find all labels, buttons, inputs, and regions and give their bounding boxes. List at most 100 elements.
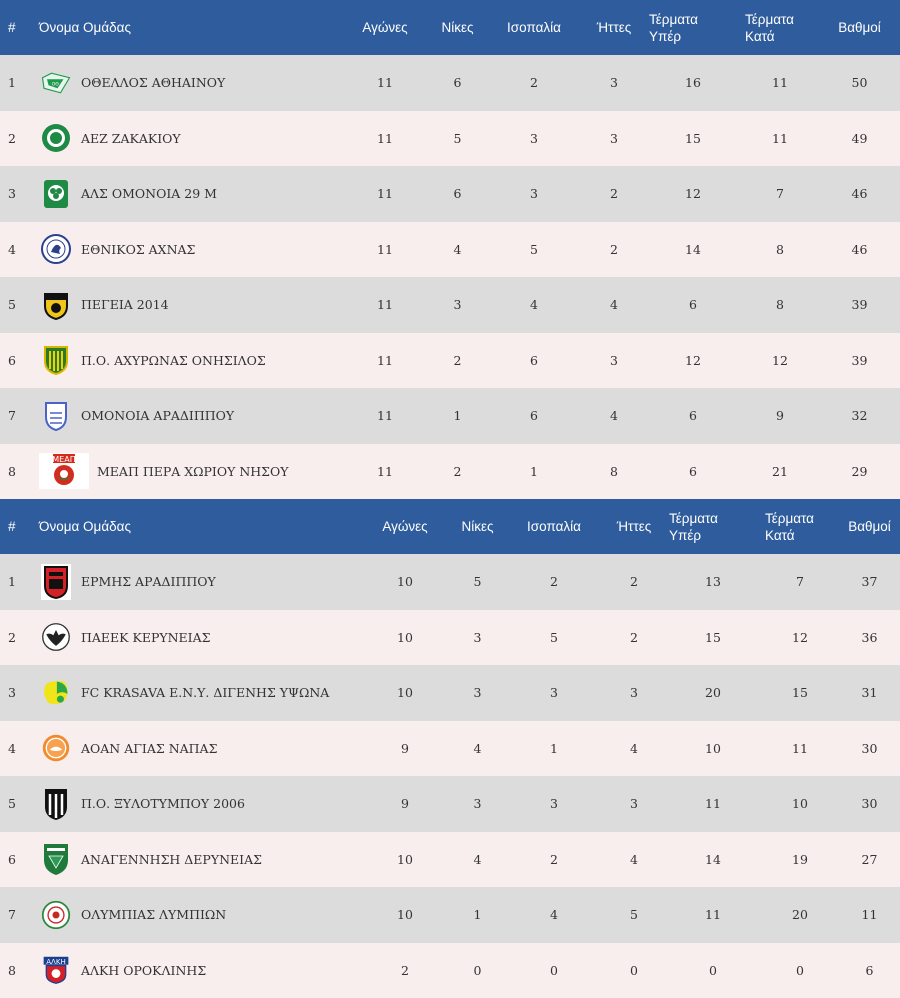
team-cell[interactable]: ΕΡΜΗΣ ΑΡΑΔΙΠΠΟΥ <box>33 554 360 610</box>
losses-cell: 2 <box>583 222 645 278</box>
losses-cell: 8 <box>583 444 645 500</box>
draws-cell: 3 <box>485 111 583 167</box>
goals-for-cell: 10 <box>665 721 761 777</box>
rank-cell: 4 <box>0 222 33 278</box>
team-cell[interactable]: ΟΛΥΜΠΙΑΣ ΛΥΜΠΙΩΝ <box>33 887 360 943</box>
wins-cell: 3 <box>450 665 505 721</box>
team-name[interactable]: ΜΕΑΠ ΠΕΡΑ ΧΩΡΙΟΥ ΝΗΣΟΥ <box>97 464 289 479</box>
goals-against-cell: 12 <box>761 610 839 666</box>
draws-cell: 3 <box>505 665 603 721</box>
team-cell[interactable]: ΠΕΓΕΙΑ 2014 <box>33 277 340 333</box>
header-wins: Νίκες <box>430 0 485 55</box>
team-cell[interactable]: Π.Ο. ΑΧΥΡΩΝΑΣ ΟΝΗΣΙΛΟΣ <box>33 333 340 389</box>
team-name[interactable]: Π.Ο. ΞΥΛΟΤΥΜΠΟΥ 2006 <box>81 796 245 811</box>
goals-against-cell: 20 <box>761 887 839 943</box>
team-cell[interactable]: ΕΘΝΙΚΟΣ ΑΧΝΑΣ <box>33 222 340 278</box>
team-name[interactable]: ΑΛΣ ΟΜΟΝΟΙΑ 29 Μ <box>81 186 217 201</box>
team-cell[interactable]: ΠΑΕΕΚ ΚΕΡΥΝΕΙΑΣ <box>33 610 360 666</box>
othellos-logo-icon: ΟΘ <box>41 68 71 98</box>
team-name[interactable]: Π.Ο. ΑΧΥΡΩΝΑΣ ΟΝΗΣΙΛΟΣ <box>81 353 266 368</box>
losses-cell: 4 <box>603 832 665 888</box>
draws-cell: 5 <box>485 222 583 278</box>
team-cell[interactable]: ΑΝΑΓΕΝΝΗΣΗ ΔΕΡΥΝΕΙΑΣ <box>33 832 360 888</box>
points-cell: 27 <box>839 832 900 888</box>
rank-cell: 8 <box>0 444 33 500</box>
team-cell[interactable]: ΟΘ ΟΘΕΛΛΟΣ ΑΘΗΑΙΝΟΥ <box>33 55 340 111</box>
wins-cell: 5 <box>430 111 485 167</box>
goals-for-cell: 14 <box>645 222 741 278</box>
team-name[interactable]: ΕΘΝΙΚΟΣ ΑΧΝΑΣ <box>81 242 195 257</box>
team-name[interactable]: ΠΕΓΕΙΑ 2014 <box>81 297 169 312</box>
rank-cell: 8 <box>0 943 33 998</box>
points-cell: 31 <box>839 665 900 721</box>
header-points: Βαθμοί <box>819 0 900 55</box>
aoan-logo-icon <box>41 733 71 763</box>
team-name[interactable]: ΟΛΥΜΠΙΑΣ ΛΥΜΠΙΩΝ <box>81 907 226 922</box>
goals-against-cell: 15 <box>761 665 839 721</box>
goals-against-cell: 19 <box>761 832 839 888</box>
played-cell: 10 <box>360 887 450 943</box>
team-cell[interactable]: FC KRASAVA Ε.Ν.Υ. ΔΙΓΕΝΗΣ ΥΨΩΝΑ <box>33 665 360 721</box>
wins-cell: 5 <box>450 554 505 610</box>
team-cell[interactable]: ΟΜΟΝΟΙΑ ΑΡΑΔΙΠΠΟΥ <box>33 388 340 444</box>
losses-cell: 4 <box>583 277 645 333</box>
points-cell: 49 <box>819 111 900 167</box>
team-name[interactable]: ΟΜΟΝΟΙΑ ΑΡΑΔΙΠΠΟΥ <box>81 408 234 423</box>
team-name[interactable]: ΠΑΕΕΚ ΚΕΡΥΝΕΙΑΣ <box>81 630 210 645</box>
played-cell: 11 <box>340 166 430 222</box>
played-cell: 10 <box>360 665 450 721</box>
team-name[interactable]: ΑΕΖ ΖΑΚΑΚΙΟΥ <box>81 131 181 146</box>
team-cell[interactable]: Π.Ο. ΞΥΛΟΤΥΜΠΟΥ 2006 <box>33 776 360 832</box>
team-name[interactable]: FC KRASAVA Ε.Ν.Υ. ΔΙΓΕΝΗΣ ΥΨΩΝΑ <box>81 685 329 700</box>
played-cell: 9 <box>360 721 450 777</box>
team-name[interactable]: ΑΛΚΗ ΟΡΟΚΛΙΝΗΣ <box>81 963 206 978</box>
draws-cell: 0 <box>505 943 603 998</box>
team-cell[interactable]: ΑΟΑΝ ΑΓΙΑΣ ΝΑΠΑΣ <box>33 721 360 777</box>
rank-cell: 6 <box>0 333 33 389</box>
table-header: # Όνομα Ομάδας Αγώνες Νίκες Ισοπαλία Ήττ… <box>0 499 900 554</box>
team-name[interactable]: ΟΘΕΛΛΟΣ ΑΘΗΑΙΝΟΥ <box>81 75 225 90</box>
header-team-name: Όνομα Ομάδας <box>33 499 360 554</box>
wins-cell: 2 <box>430 333 485 389</box>
rank-cell: 6 <box>0 832 33 888</box>
losses-cell: 5 <box>603 887 665 943</box>
goals-against-cell: 8 <box>741 222 819 278</box>
draws-cell: 4 <box>485 277 583 333</box>
team-cell[interactable]: ΑΕΖ ΖΑΚΑΚΙΟΥ <box>33 111 340 167</box>
team-name[interactable]: ΕΡΜΗΣ ΑΡΑΔΙΠΠΟΥ <box>81 574 216 589</box>
played-cell: 11 <box>340 111 430 167</box>
header-losses: Ήττες <box>583 0 645 55</box>
wins-cell: 4 <box>450 832 505 888</box>
team-name[interactable]: ΑΟΑΝ ΑΓΙΑΣ ΝΑΠΑΣ <box>81 741 217 756</box>
wins-cell: 2 <box>430 444 485 500</box>
goals-for-cell: 20 <box>665 665 761 721</box>
draws-cell: 2 <box>485 55 583 111</box>
olympias-logo-icon <box>41 900 71 930</box>
ethnikos-logo-icon <box>41 234 71 264</box>
svg-text:ΟΘ: ΟΘ <box>52 81 60 87</box>
team-cell[interactable]: ΑΛΣ ΟΜΟΝΟΙΑ 29 Μ <box>33 166 340 222</box>
team-name[interactable]: ΑΝΑΓΕΝΝΗΣΗ ΔΕΡΥΝΕΙΑΣ <box>81 852 262 867</box>
